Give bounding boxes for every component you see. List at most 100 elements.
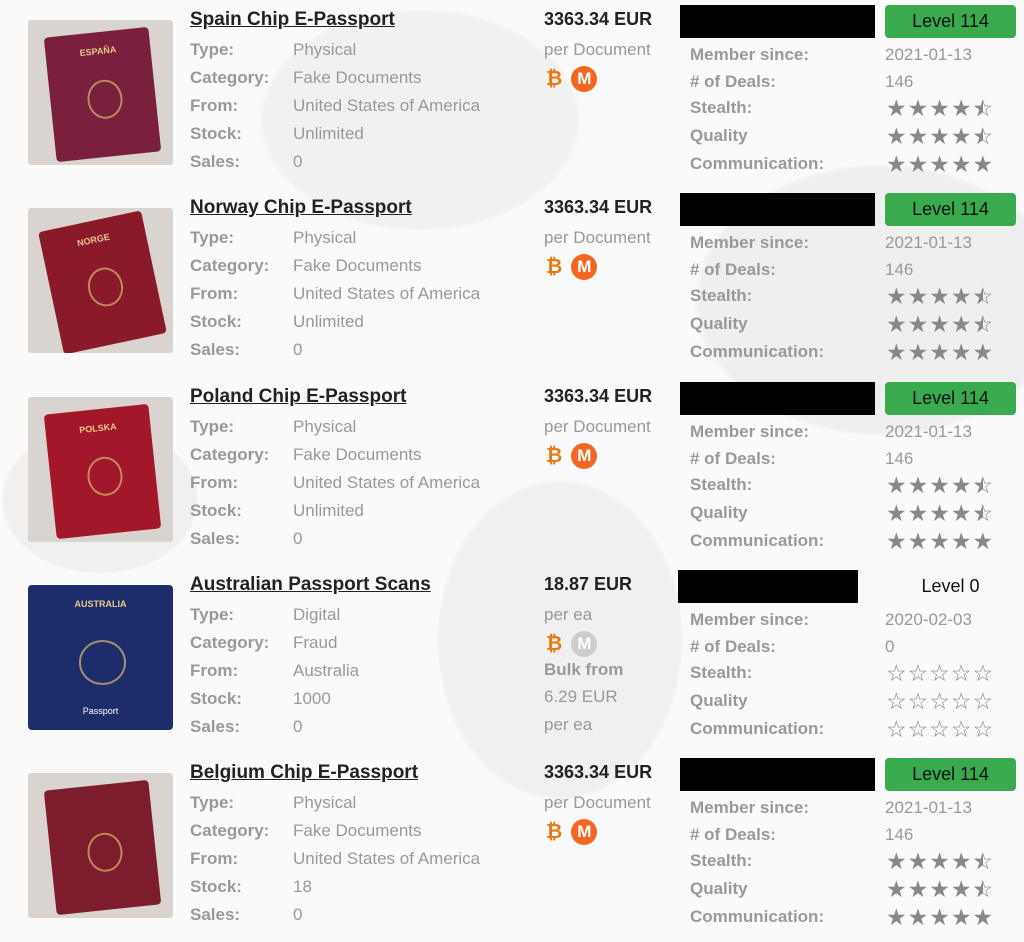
- deals-label: # of Deals:: [690, 825, 776, 844]
- star-filled-icon: ★: [929, 123, 951, 149]
- price: 18.87 EUR: [544, 574, 633, 594]
- stock-value: Unlimited: [293, 501, 364, 520]
- bulk-unit: per ea: [544, 715, 593, 734]
- bitcoin-icon: ₿: [546, 444, 563, 467]
- listing-title-link[interactable]: Poland Chip E-Passport: [190, 386, 407, 407]
- communication-rating: ★★★★★: [886, 529, 994, 553]
- passport-image[interactable]: ESPAÑA: [28, 20, 173, 165]
- monero-icon: M: [571, 819, 598, 845]
- listing-row: NORGE Norway Chip E-Passport Type: Physical…: [0, 188, 1024, 376]
- redacted-vendor-name: [680, 758, 875, 791]
- redacted-vendor-name: [678, 570, 858, 603]
- star-filled-icon: ★: [929, 848, 951, 874]
- quality-label: Quality: [690, 126, 748, 145]
- star-filled-icon: ★: [950, 528, 973, 554]
- payment-methods: ₿ M: [546, 443, 598, 469]
- bulk-label: Bulk from: [544, 660, 624, 679]
- price-unit: per Document: [544, 228, 651, 247]
- type-label: Type:: [190, 228, 235, 247]
- star-filled-icon: ★: [950, 500, 973, 526]
- stealth-rating: ★★★★☆★: [886, 96, 994, 120]
- quality-rating: ☆☆☆☆☆: [886, 689, 994, 713]
- star-empty-icon: ☆: [886, 688, 908, 714]
- star-filled-icon: ★: [929, 500, 951, 526]
- payment-methods: ₿ M: [546, 254, 598, 280]
- price-unit: per Document: [544, 793, 651, 812]
- stealth-label: Stealth:: [690, 286, 753, 305]
- star-empty-icon: ☆: [950, 660, 973, 686]
- type-value: Physical: [293, 228, 357, 247]
- star-filled-icon: ★: [929, 876, 951, 902]
- communication-label: Communication:: [690, 719, 825, 738]
- bitcoin-icon: ₿: [546, 820, 563, 843]
- passport-image[interactable]: POLSKA: [28, 397, 173, 542]
- stock-value: Unlimited: [293, 124, 364, 143]
- listing-row: AUSTRALIA Passport Australian Passport Sca…: [0, 565, 1024, 753]
- star-empty-icon: ☆: [950, 688, 973, 714]
- listing-title-link[interactable]: Spain Chip E-Passport: [190, 9, 395, 30]
- star-empty-icon: ☆: [886, 660, 908, 686]
- listing-title-link[interactable]: Belgium Chip E-Passport: [190, 762, 419, 783]
- from-value: United States of America: [293, 849, 481, 868]
- star-filled-icon: ★: [972, 339, 995, 365]
- sales-value: 0: [293, 152, 303, 171]
- star-filled-icon: ★: [886, 876, 908, 902]
- star-filled-icon: ★: [886, 848, 908, 874]
- star-empty-icon: ☆: [907, 688, 930, 714]
- from-value: United States of America: [293, 473, 481, 492]
- star-filled-icon: ★: [950, 123, 973, 149]
- deals-label: # of Deals:: [690, 260, 776, 279]
- passport-image[interactable]: AUSTRALIA Passport: [28, 585, 173, 730]
- quality-label: Quality: [690, 314, 748, 333]
- vendor-level-badge: Level 114: [885, 382, 1016, 415]
- stock-label: Stock:: [190, 877, 242, 896]
- type-value: Physical: [293, 40, 357, 59]
- sales-value: 0: [293, 340, 303, 359]
- communication-rating: ★★★★★: [886, 152, 994, 176]
- sales-value: 0: [293, 717, 303, 736]
- star-filled-icon: ★: [950, 848, 973, 874]
- stealth-rating: ★★★★☆★: [886, 849, 994, 873]
- quality-label: Quality: [690, 879, 748, 898]
- price: 3363.34 EUR: [544, 9, 653, 29]
- type-label: Type:: [190, 605, 235, 624]
- quality-rating: ★★★★☆★: [886, 124, 994, 148]
- stealth-label: Stealth:: [690, 98, 753, 117]
- star-filled-icon: ★: [907, 472, 930, 498]
- deals-value: 146: [885, 72, 914, 91]
- bulk-price: 6.29 EUR: [544, 687, 618, 706]
- bitcoin-icon: ₿: [546, 255, 563, 278]
- from-label: From:: [190, 661, 239, 680]
- sales-label: Sales:: [190, 340, 241, 359]
- star-filled-icon: ★: [907, 151, 930, 177]
- star-filled-icon: ★: [950, 151, 973, 177]
- stealth-rating: ☆☆☆☆☆: [886, 661, 994, 685]
- stock-value: 1000: [293, 689, 331, 708]
- passport-image[interactable]: NORGE: [28, 208, 173, 353]
- listing-title-link[interactable]: Norway Chip E-Passport: [190, 197, 412, 218]
- star-half-icon: ☆★: [972, 472, 995, 498]
- star-filled-icon: ★: [907, 904, 930, 930]
- category-label: Category:: [190, 445, 270, 464]
- star-filled-icon: ★: [907, 528, 930, 554]
- member-since-label: Member since:: [690, 45, 810, 64]
- star-filled-icon: ★: [886, 151, 908, 177]
- payment-methods: ₿ M: [546, 66, 598, 92]
- communication-label: Communication:: [690, 907, 825, 926]
- stock-value: 18: [293, 877, 312, 896]
- communication-label: Communication:: [690, 342, 825, 361]
- star-filled-icon: ★: [972, 151, 995, 177]
- deals-value: 0: [885, 637, 895, 656]
- star-filled-icon: ★: [886, 472, 908, 498]
- stock-label: Stock:: [190, 312, 242, 331]
- category-value: Fake Documents: [293, 256, 422, 275]
- passport-image[interactable]: [28, 773, 173, 918]
- star-filled-icon: ★: [886, 123, 908, 149]
- price-unit: per ea: [544, 605, 593, 624]
- listing-title-link[interactable]: Australian Passport Scans: [190, 574, 431, 595]
- quality-label: Quality: [690, 503, 748, 522]
- communication-label: Communication:: [690, 531, 825, 550]
- star-filled-icon: ★: [907, 311, 930, 337]
- vendor-level-badge: Level 0: [921, 576, 980, 596]
- member-since-value: 2021-01-13: [885, 233, 972, 252]
